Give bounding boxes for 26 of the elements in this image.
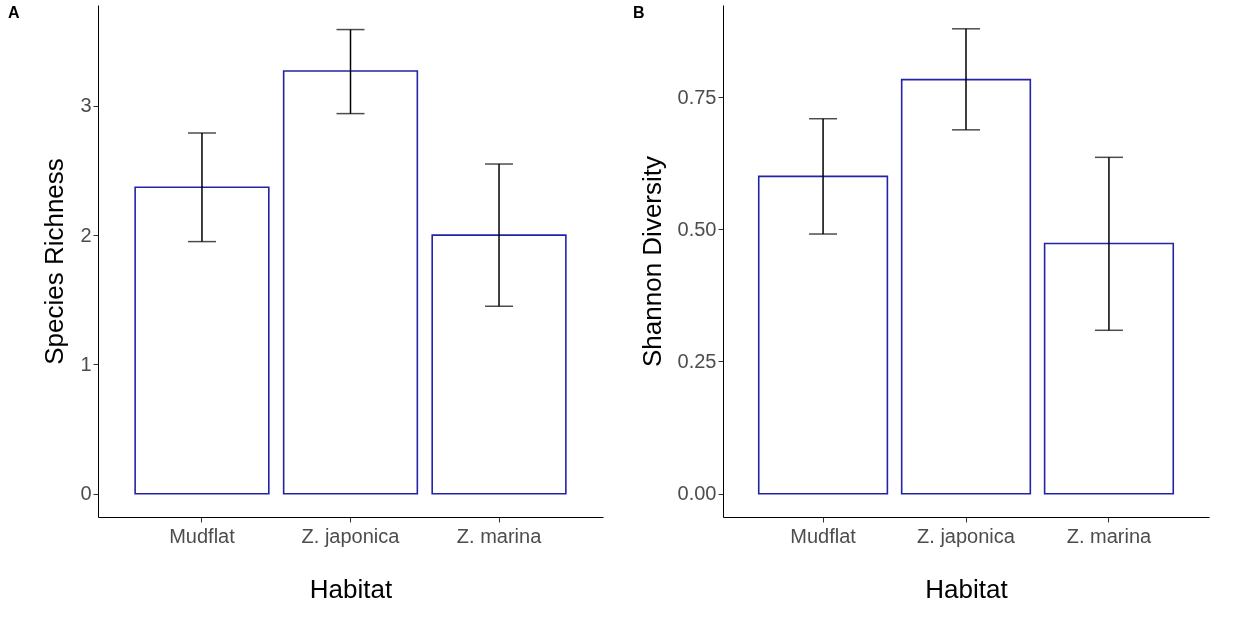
y-tick-label: 0.00 <box>677 482 717 505</box>
bar <box>431 234 567 495</box>
x-tick-label: Z. japonica <box>917 524 1016 547</box>
bar <box>1043 242 1175 495</box>
x-axis-title: Habitat <box>925 573 1009 604</box>
y-tick-label: 0.25 <box>677 350 717 372</box>
x-axis-title: Habitat <box>309 573 393 604</box>
x-tick-label: Mudflat <box>790 524 857 547</box>
chart-title: A <box>8 4 20 21</box>
y-axis-title: Species Richness <box>39 158 70 365</box>
x-tick-label: Z. japonica <box>301 524 401 547</box>
bar <box>900 78 1032 495</box>
y-tick-label: 0 <box>80 482 92 505</box>
x-tick-label: Z. marina <box>1066 524 1153 547</box>
y-axis-title: Shannon Diversity <box>636 156 667 367</box>
y-tick-label: 1 <box>80 352 92 375</box>
y-tick-label: 2 <box>80 223 92 246</box>
x-tick-label: Z. marina <box>456 524 543 547</box>
y-tick-label: 3 <box>80 94 92 117</box>
x-tick-label: Mudflat <box>169 524 236 547</box>
y-tick-label: 0.75 <box>677 85 717 108</box>
bar <box>282 70 419 495</box>
bar <box>134 186 270 495</box>
bar <box>757 175 889 495</box>
y-tick-label: 0.50 <box>677 217 717 240</box>
chart-title: B <box>633 4 645 21</box>
